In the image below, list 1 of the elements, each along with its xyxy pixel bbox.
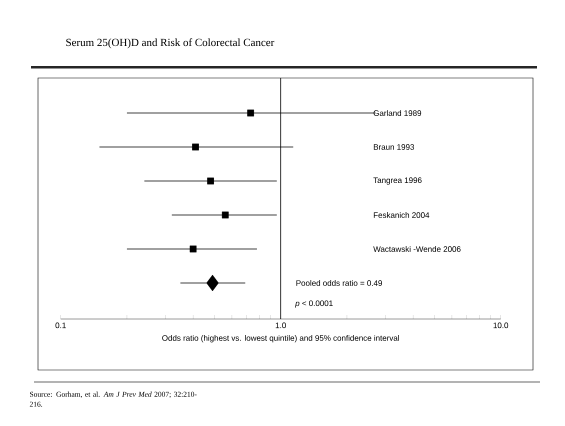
chart-title: Serum 25(OH)D and Risk of Colorectal Cancer — [66, 38, 274, 48]
